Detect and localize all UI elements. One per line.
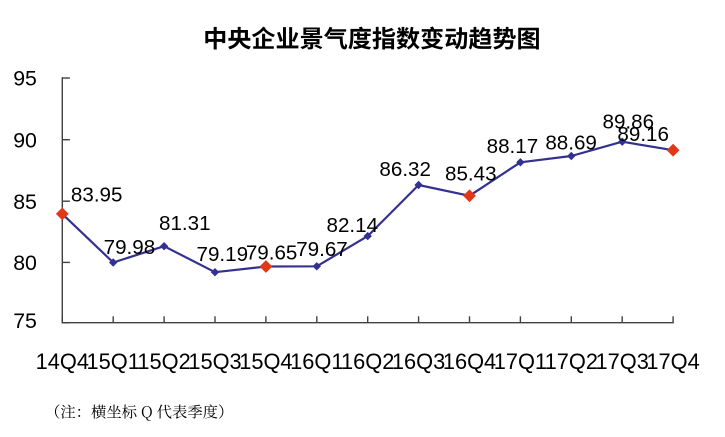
svg-text:79.65: 79.65 bbox=[246, 241, 298, 264]
svg-text:80: 80 bbox=[13, 251, 37, 275]
svg-text:79.98: 79.98 bbox=[104, 236, 156, 259]
svg-text:89.86: 89.86 bbox=[603, 110, 655, 133]
svg-text:15Q2: 15Q2 bbox=[137, 349, 190, 374]
svg-text:83.95: 83.95 bbox=[71, 184, 123, 207]
svg-text:15Q3: 15Q3 bbox=[188, 349, 241, 374]
svg-text:88.69: 88.69 bbox=[545, 131, 597, 154]
svg-text:82.14: 82.14 bbox=[327, 214, 379, 237]
svg-text:90: 90 bbox=[13, 128, 37, 152]
svg-text:85: 85 bbox=[13, 190, 37, 214]
svg-text:86.32: 86.32 bbox=[379, 158, 431, 181]
svg-text:79.19: 79.19 bbox=[197, 243, 249, 266]
svg-text:95: 95 bbox=[13, 67, 37, 91]
svg-text:79.67: 79.67 bbox=[296, 238, 348, 261]
svg-text:81.31: 81.31 bbox=[159, 212, 211, 235]
svg-text:75: 75 bbox=[13, 309, 37, 333]
svg-text:89.16: 89.16 bbox=[617, 123, 669, 146]
svg-text:17Q4: 17Q4 bbox=[646, 349, 699, 374]
svg-text:17Q3: 17Q3 bbox=[596, 349, 649, 374]
svg-text:15Q4: 15Q4 bbox=[239, 349, 292, 374]
svg-text:16Q3: 16Q3 bbox=[392, 349, 445, 374]
svg-text:16Q1: 16Q1 bbox=[290, 349, 343, 374]
svg-text:15Q1: 15Q1 bbox=[87, 349, 140, 374]
svg-text:85.43: 85.43 bbox=[445, 163, 497, 186]
svg-text:17Q2: 17Q2 bbox=[545, 349, 598, 374]
svg-text:16Q2: 16Q2 bbox=[341, 349, 394, 374]
svg-text:88.17: 88.17 bbox=[487, 135, 539, 158]
svg-text:17Q1: 17Q1 bbox=[494, 349, 547, 374]
svg-text:16Q4: 16Q4 bbox=[443, 349, 496, 374]
svg-text:14Q4: 14Q4 bbox=[36, 349, 89, 374]
